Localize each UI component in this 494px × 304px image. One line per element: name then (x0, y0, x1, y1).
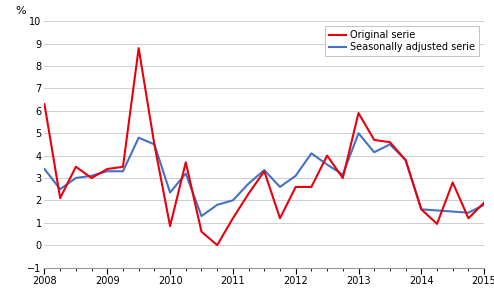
Original serie (120, 165, 126, 169)
Seasonally adjusted serie (73, 176, 79, 180)
Original serie (293, 185, 299, 189)
Seasonally adjusted serie (199, 214, 205, 218)
Seasonally adjusted serie (261, 168, 267, 172)
Line: Seasonally adjusted serie: Seasonally adjusted serie (44, 133, 484, 216)
Original serie (340, 176, 346, 180)
Legend: Original serie, Seasonally adjusted serie: Original serie, Seasonally adjusted seri… (325, 26, 479, 56)
Original serie (73, 165, 79, 169)
Original serie (152, 143, 158, 146)
Line: Original serie: Original serie (44, 48, 484, 245)
Seasonally adjusted serie (104, 169, 110, 173)
Original serie (41, 102, 47, 106)
Original serie (88, 176, 94, 180)
Seasonally adjusted serie (230, 199, 236, 202)
Seasonally adjusted serie (403, 158, 409, 162)
Seasonally adjusted serie (418, 208, 424, 211)
Seasonally adjusted serie (465, 211, 471, 215)
Seasonally adjusted serie (293, 174, 299, 178)
Original serie (57, 196, 63, 200)
Seasonally adjusted serie (308, 151, 314, 155)
Original serie (418, 208, 424, 211)
Seasonally adjusted serie (183, 172, 189, 175)
Seasonally adjusted serie (340, 173, 346, 176)
Original serie (324, 154, 330, 157)
Seasonally adjusted serie (136, 136, 142, 140)
Original serie (246, 192, 251, 195)
Original serie (104, 167, 110, 171)
Seasonally adjusted serie (324, 163, 330, 166)
Original serie (465, 216, 471, 220)
Y-axis label: %: % (15, 6, 26, 16)
Original serie (167, 224, 173, 228)
Seasonally adjusted serie (481, 203, 487, 207)
Original serie (434, 222, 440, 226)
Original serie (199, 230, 205, 233)
Original serie (450, 181, 455, 184)
Seasonally adjusted serie (88, 174, 94, 178)
Original serie (183, 161, 189, 164)
Seasonally adjusted serie (246, 182, 251, 185)
Original serie (356, 111, 362, 115)
Original serie (277, 216, 283, 220)
Seasonally adjusted serie (371, 150, 377, 154)
Seasonally adjusted serie (387, 143, 393, 146)
Original serie (308, 185, 314, 189)
Original serie (214, 243, 220, 247)
Original serie (403, 158, 409, 162)
Seasonally adjusted serie (277, 185, 283, 189)
Seasonally adjusted serie (167, 191, 173, 194)
Original serie (230, 216, 236, 220)
Seasonally adjusted serie (356, 131, 362, 135)
Original serie (261, 169, 267, 173)
Original serie (136, 46, 142, 50)
Seasonally adjusted serie (57, 187, 63, 191)
Seasonally adjusted serie (434, 209, 440, 212)
Seasonally adjusted serie (41, 167, 47, 171)
Seasonally adjusted serie (120, 169, 126, 173)
Seasonally adjusted serie (450, 210, 455, 213)
Seasonally adjusted serie (214, 203, 220, 207)
Original serie (371, 138, 377, 142)
Original serie (481, 201, 487, 204)
Original serie (387, 140, 393, 144)
Seasonally adjusted serie (152, 143, 158, 146)
